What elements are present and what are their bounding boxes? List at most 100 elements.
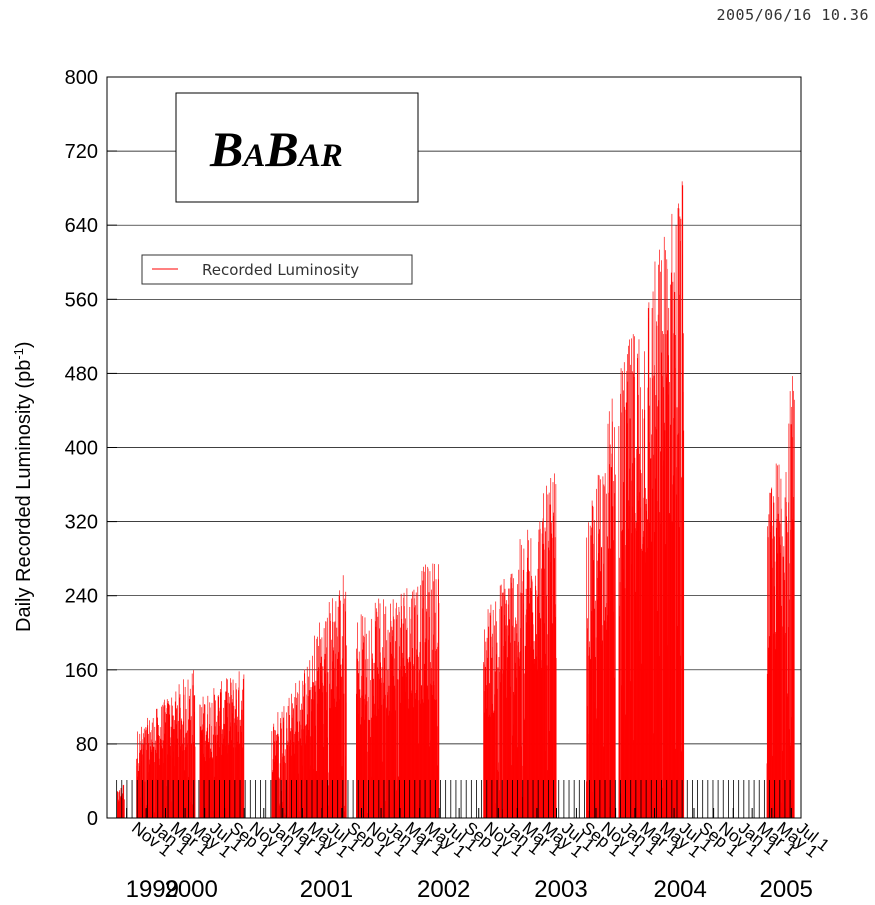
logo-text: BABAR <box>209 121 343 177</box>
logo-letter-b2: B <box>264 121 298 177</box>
luminosity-bar <box>281 728 282 818</box>
luminosity-bar <box>328 785 329 818</box>
luminosity-bar <box>772 567 773 818</box>
luminosity-bar <box>147 725 149 818</box>
year-label: 2004 <box>653 876 706 903</box>
luminosity-bar <box>531 581 533 818</box>
luminosity-bar <box>161 748 163 818</box>
luminosity-bar <box>588 522 589 818</box>
y-tick-label: 800 <box>65 67 98 89</box>
y-axis-label-close: ) <box>13 341 35 348</box>
luminosity-bar <box>678 208 680 819</box>
luminosity-bar <box>790 424 792 818</box>
luminosity-bar <box>487 609 489 818</box>
y-tick-label: 400 <box>65 438 98 460</box>
luminosity-bar <box>520 544 522 818</box>
luminosity-bar <box>327 672 329 818</box>
babar-logo: BABAR <box>175 92 419 203</box>
luminosity-bar <box>517 584 518 818</box>
luminosity-bar <box>494 671 496 818</box>
y-tick-label: 80 <box>76 734 98 756</box>
legend: Recorded Luminosity <box>141 254 413 285</box>
luminosity-bar <box>591 500 593 818</box>
luminosity-bar <box>639 453 640 818</box>
luminosity-bar <box>285 763 286 818</box>
legend-label: Recorded Luminosity <box>202 261 359 279</box>
luminosity-bar <box>666 268 668 818</box>
luminosity-bar <box>381 667 383 818</box>
plot-frame <box>106 76 802 819</box>
luminosity-bar <box>633 373 634 818</box>
luminosity-bar <box>422 580 424 818</box>
year-label: 2002 <box>417 876 470 903</box>
luminosity-bar <box>144 781 146 818</box>
y-tick-label: 640 <box>65 215 98 237</box>
timestamp: 2005/06/16 10.36 <box>716 6 869 24</box>
luminosity-bar <box>210 748 212 818</box>
luminosity-bar <box>274 729 276 818</box>
luminosity-bar <box>271 772 273 818</box>
y-axis-label: Daily Recorded Luminosity (pb-1) <box>11 341 36 632</box>
luminosity-bar <box>545 531 546 818</box>
y-tick-label: 560 <box>65 289 98 311</box>
luminosity-bar <box>649 377 651 818</box>
luminosity-bar <box>340 664 341 818</box>
luminosity-bar <box>546 485 547 818</box>
luminosity-bar <box>434 563 435 818</box>
luminosity-bar <box>144 737 145 818</box>
logo-letter-r: R <box>320 138 343 174</box>
luminosity-bar <box>430 662 431 818</box>
luminosity-bar <box>496 688 498 818</box>
luminosity-bar <box>194 746 196 818</box>
luminosity-bar <box>366 701 368 818</box>
luminosity-bar <box>278 777 280 818</box>
luminosity-bar <box>165 713 167 818</box>
luminosity-bar <box>683 430 685 818</box>
luminosity-bar <box>344 611 346 818</box>
luminosity-bar <box>549 550 550 818</box>
luminosity-bar <box>372 653 373 818</box>
luminosity-bar <box>358 651 360 818</box>
luminosity-bar <box>511 573 513 818</box>
luminosity-bar <box>153 746 155 818</box>
luminosity-bar <box>502 592 503 818</box>
luminosity-bar <box>679 216 681 818</box>
legend-box <box>141 254 413 285</box>
luminosity-bar <box>170 726 172 818</box>
luminosity-bar <box>435 579 437 818</box>
luminosity-bar <box>553 512 554 818</box>
luminosity-bar <box>137 731 138 818</box>
luminosity-bar <box>555 657 557 818</box>
luminosity-bar <box>340 676 342 818</box>
luminosity-bar <box>555 484 557 818</box>
luminosity-bar <box>139 741 141 818</box>
luminosity-bar <box>146 749 147 818</box>
luminosity-bar <box>547 540 549 818</box>
luminosity-bar <box>396 602 397 818</box>
luminosity-bar <box>346 645 347 818</box>
luminosity-bar <box>278 736 279 818</box>
luminosity-bar <box>233 718 235 818</box>
luminosity-bar <box>620 368 622 818</box>
luminosity-bar <box>523 548 525 818</box>
luminosity-bar <box>656 325 658 818</box>
luminosity-bar <box>613 493 615 818</box>
luminosity-bar <box>288 742 289 818</box>
luminosity-bar <box>546 665 548 818</box>
luminosity-bar <box>624 588 626 818</box>
y-tick-label: 240 <box>65 586 98 608</box>
luminosity-bar <box>225 700 227 818</box>
luminosity-bar <box>524 645 526 818</box>
luminosity-bar <box>343 693 345 818</box>
luminosity-bars <box>116 181 795 819</box>
luminosity-bar <box>368 630 370 818</box>
luminosity-bar <box>614 474 616 818</box>
luminosity-bar <box>676 407 678 818</box>
y-tick-labels: 0 80 160 240 320 400 480 560 640 720 800 <box>65 67 98 830</box>
luminosity-bar <box>658 400 660 818</box>
luminosity-bar <box>661 376 663 818</box>
luminosity-bar <box>243 674 245 818</box>
luminosity-bar <box>397 679 398 818</box>
luminosity-bar <box>521 593 523 818</box>
luminosity-bar <box>186 732 188 818</box>
